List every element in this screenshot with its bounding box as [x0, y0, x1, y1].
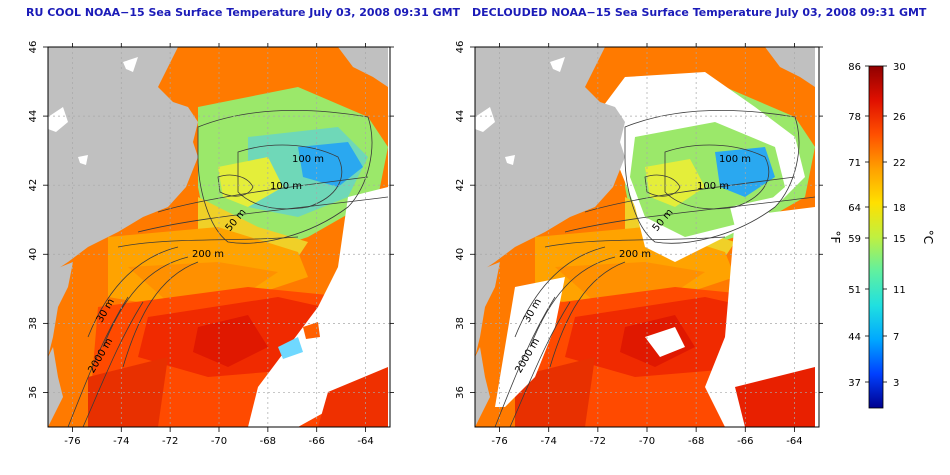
x-tick-label: -72: [590, 436, 606, 447]
right-axis-ticks: [470, 43, 823, 432]
contour-label: 100 m: [292, 154, 324, 165]
contour-label: 100 m: [270, 181, 302, 192]
x-tick-label: -68: [688, 436, 704, 447]
colorbar-c-label: 30: [893, 62, 906, 73]
contour-label: 200 m: [192, 249, 224, 260]
x-tick-label: -70: [211, 436, 227, 447]
y-tick-label: 40: [455, 248, 466, 261]
y-tick-label: 38: [28, 317, 39, 330]
colorbar-c-label: 26: [893, 112, 906, 123]
contour-label: 200 m: [619, 249, 651, 260]
y-tick-label: 40: [28, 248, 39, 261]
celsius-label: °C: [921, 230, 935, 244]
colorbar-c-label: 15: [893, 234, 906, 245]
x-tick-label: -66: [737, 436, 753, 447]
colorbar-c-label: 3: [893, 378, 899, 389]
left-panel-title: RU COOL NOAA−15 Sea Surface Temperature …: [26, 6, 461, 19]
x-tick-label: -70: [639, 436, 655, 447]
y-tick-label: 44: [455, 110, 466, 123]
colorbar-f-label: 51: [848, 285, 861, 296]
right-map-panel: -76 -74 -72 -70 -68 -66 -64 36 38 40 42 44 46 100 m 10…: [455, 41, 823, 447]
left-map-panel: -76 -74 -72 -70 -68 -66 -64 36 38 40 42 44 46 100 m 10…: [28, 41, 394, 447]
y-tick-label: 42: [28, 179, 39, 192]
colorbar-gradient: [868, 65, 884, 409]
x-tick-label: -74: [113, 436, 129, 447]
y-tick-label: 44: [28, 110, 39, 123]
y-tick-label: 36: [28, 386, 39, 399]
x-tick-label: -64: [786, 436, 802, 447]
colorbar-c-label: 11: [893, 285, 906, 296]
colorbar-c-label: 7: [893, 332, 899, 343]
y-tick-label: 46: [28, 41, 39, 54]
y-tick-label: 36: [455, 386, 466, 399]
colorbar-f-label: 64: [848, 203, 861, 214]
colorbar-c-label: 18: [893, 203, 906, 214]
colorbar-f-label: 37: [848, 378, 861, 389]
x-tick-label: -72: [162, 436, 178, 447]
x-tick-label: -66: [309, 436, 325, 447]
right-panel-title: DECLOUDED NOAA−15 Sea Surface Temperatur…: [472, 6, 927, 19]
colorbar-f-label: 71: [848, 158, 861, 169]
temperature-colorbar: 86 78 71 64 59 51 44 37 30 26 22 18 15 11 7 3 °F °C: [828, 62, 935, 409]
x-tick-label: -64: [357, 436, 373, 447]
y-tick-label: 42: [455, 179, 466, 192]
x-tick-label: -74: [541, 436, 557, 447]
x-tick-label: -68: [260, 436, 276, 447]
colorbar-f-label: 44: [848, 332, 861, 343]
y-tick-label: 38: [455, 317, 466, 330]
fahrenheit-label: °F: [828, 231, 842, 244]
y-tick-label: 46: [455, 41, 466, 54]
contour-label: 100 m: [719, 154, 751, 165]
colorbar-f-label: 78: [848, 112, 861, 123]
contour-label: 100 m: [697, 181, 729, 192]
colorbar-f-label: 86: [848, 62, 861, 73]
colorbar-f-label: 59: [848, 234, 861, 245]
left-axis-ticks: [43, 43, 394, 432]
x-tick-label: -76: [491, 436, 507, 447]
x-tick-label: -76: [64, 436, 80, 447]
colorbar-c-label: 22: [893, 158, 906, 169]
